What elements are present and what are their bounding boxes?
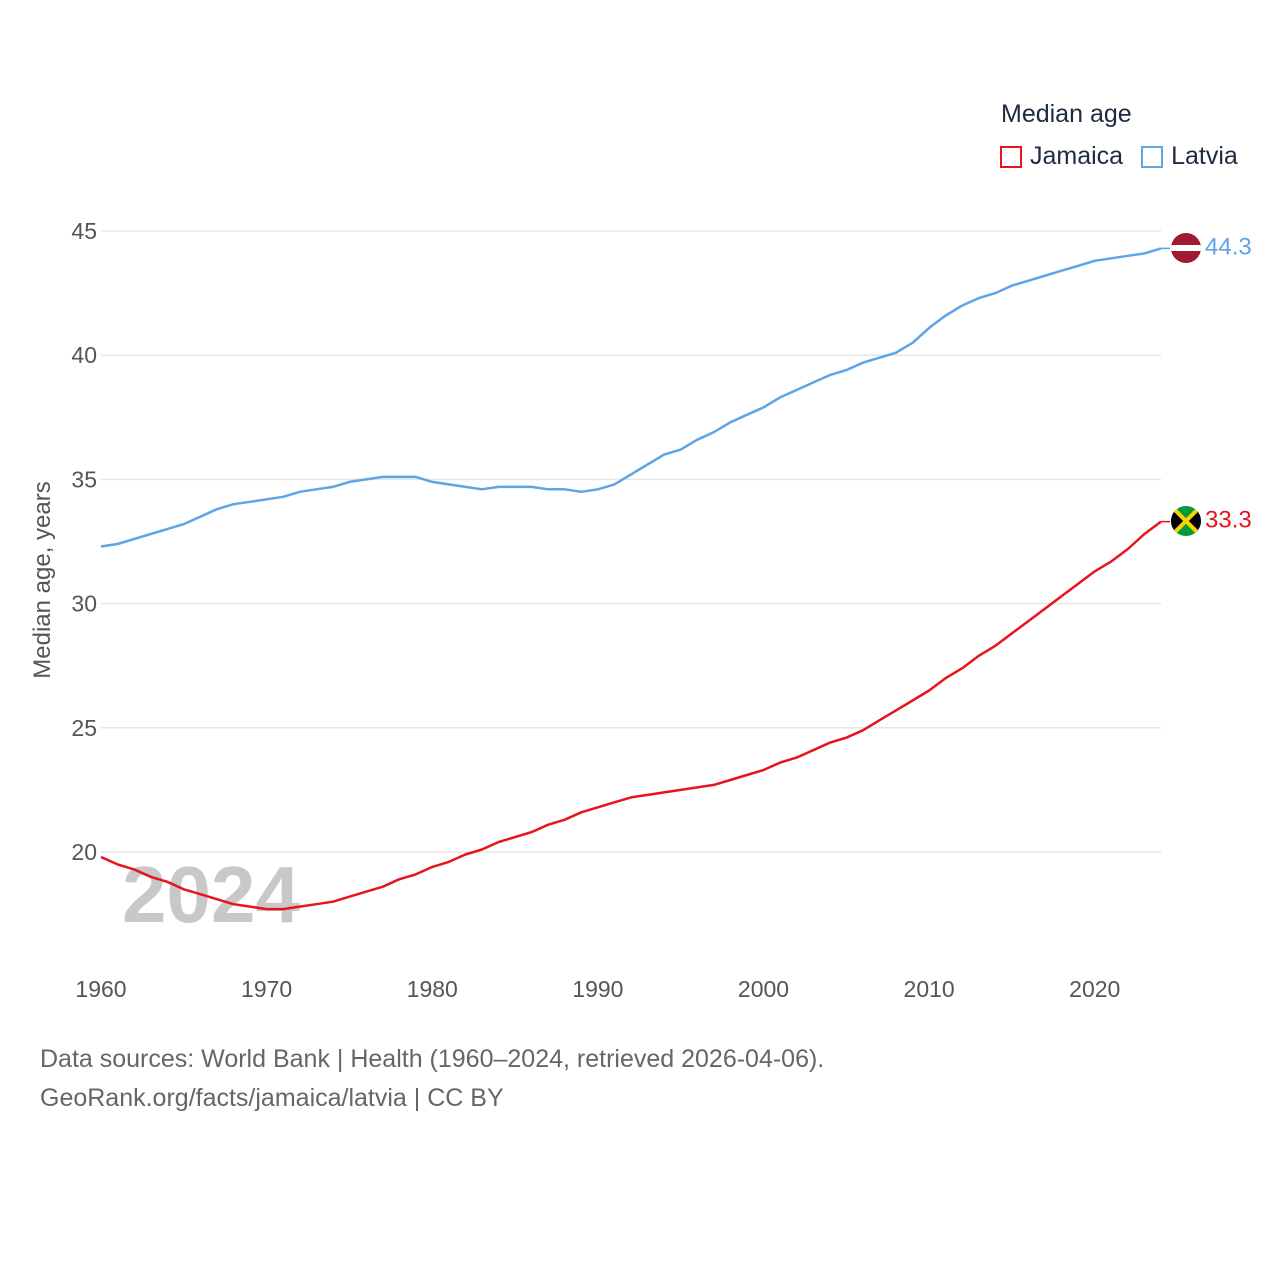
- legend-label-jamaica: Jamaica: [1030, 142, 1124, 170]
- year-overlay: 2024: [122, 850, 300, 939]
- end-value-label-latvia: 44.3: [1205, 233, 1252, 260]
- legend-swatch-jamaica: [1000, 145, 1022, 168]
- jamaica-flag-icon: [1171, 506, 1201, 536]
- grid-lines: [101, 230, 1161, 853]
- x-tick-label: 2000: [738, 976, 789, 1002]
- x-tick-label: 2020: [1069, 976, 1120, 1002]
- y-tick-label: 45: [71, 218, 97, 244]
- x-tick-label: 1970: [241, 976, 292, 1002]
- series-line-jamaica[interactable]: [100, 520, 1162, 911]
- y-tick-label: 40: [71, 342, 97, 368]
- x-tick-label: 1960: [75, 976, 126, 1002]
- series-line-latvia[interactable]: [100, 247, 1162, 548]
- legend-item-jamaica[interactable]: Jamaica: [1000, 142, 1123, 171]
- series-lines: [100, 247, 1162, 911]
- data-source-note: Data sources: World Bank | Health (1960–…: [40, 1045, 825, 1073]
- latvia-flag-icon: [1171, 233, 1201, 263]
- legend-title: Median age: [1001, 100, 1132, 128]
- end-value-labels: 33.3 44.3: [1161, 233, 1252, 534]
- y-tick-label: 35: [71, 466, 97, 492]
- y-tick-label: 25: [71, 715, 97, 741]
- legend-swatch-latvia: [1141, 145, 1164, 168]
- x-tick-label: 1980: [407, 976, 458, 1002]
- x-tick-label: 2010: [904, 976, 955, 1002]
- y-axis-ticks: 20 25 30 35 40 45: [71, 218, 97, 865]
- legend-label-latvia: Latvia: [1171, 142, 1238, 170]
- legend: Jamaica Latvia: [1000, 142, 1256, 171]
- y-axis-label: Median age, years: [29, 481, 56, 678]
- credit-link[interactable]: GeoRank.org/facts/jamaica/latvia | CC BY: [40, 1084, 504, 1112]
- y-tick-label: 20: [71, 839, 97, 865]
- end-value-label-jamaica: 33.3: [1205, 507, 1252, 534]
- legend-item-latvia[interactable]: Latvia: [1141, 142, 1238, 171]
- y-tick-label: 30: [71, 591, 97, 617]
- x-axis-ticks: 1960 1970 1980 1990 2000 2010 2020: [75, 976, 1120, 1002]
- x-tick-label: 1990: [572, 976, 623, 1002]
